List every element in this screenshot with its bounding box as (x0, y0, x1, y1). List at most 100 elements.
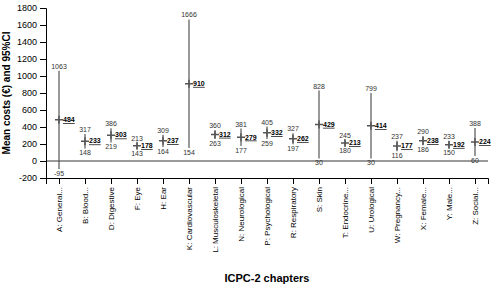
y-axis-line (40, 9, 47, 179)
y-tick: 1600 (17, 20, 46, 30)
x-tick-mark (319, 178, 320, 184)
y-tick-mark (40, 42, 46, 43)
x-tick: H: Ear (159, 178, 168, 210)
y-tick-mark (40, 144, 46, 145)
marks (46, 19, 488, 169)
y-tick-label: 200 (22, 139, 37, 149)
mean-label: 213 (349, 139, 361, 146)
ci-upper-label: 290 (417, 128, 429, 135)
x-tick: S: Skin (315, 178, 324, 212)
ci-lower-label: 60 (471, 157, 479, 164)
mean-marker (211, 130, 219, 138)
mean-marker (55, 116, 63, 124)
x-tick-label: W: Pregnancy... (393, 187, 402, 243)
x-tick: L: Musculoskeletal (211, 178, 220, 253)
ci-upper-label: 1063 (51, 63, 67, 70)
ci-lower-label: 177 (235, 147, 247, 154)
x-tick-mark (59, 178, 60, 184)
mean-marker (393, 142, 401, 150)
y-tick: 1200 (17, 54, 46, 64)
ci-lower-label: 30 (367, 159, 375, 166)
mean-marker (367, 122, 375, 130)
ci-lower-label: -95 (54, 170, 64, 177)
x-tick-label: L: Musculoskeletal (211, 187, 220, 253)
x-tick-label: T: Endocrine... (341, 187, 350, 238)
y-tick-mark (40, 93, 46, 94)
x-tick-label: Y: Male... (445, 187, 454, 220)
y-tick-mark (40, 25, 46, 26)
x-tick-mark (475, 178, 476, 184)
y-tick-label: 800 (22, 88, 37, 98)
x-tick: Y: Male... (445, 178, 454, 220)
mean-label: 233 (89, 137, 101, 144)
ci-lower-label: 180 (339, 147, 351, 154)
x-tick: W: Pregnancy... (393, 178, 402, 243)
x-tick: X: Female... (419, 178, 428, 230)
ci-upper-label: 1666 (181, 11, 197, 18)
x-tick-label: H: Ear (159, 187, 168, 210)
plot: -200 0 200 400 600 800 1000 1200 1400 1600 1800 A: … (1, 3, 491, 284)
x-tick: F: Eye (133, 178, 142, 210)
mean-marker (289, 135, 297, 143)
mean-marker (263, 129, 271, 137)
ci-upper-label: 828 (313, 83, 325, 90)
y-tick-label: 600 (22, 105, 37, 115)
x-tick: K: Cardiovascular (185, 178, 194, 250)
y-tick-label: 1800 (17, 3, 37, 13)
x-tick-mark (137, 178, 138, 184)
mean-marker (419, 137, 427, 145)
mean-label: 279 (245, 134, 257, 141)
x-tick-mark (397, 178, 398, 184)
x-tick-mark (267, 178, 268, 184)
x-tick-label: K: Cardiovascular (185, 187, 194, 250)
y-tick-mark (40, 76, 46, 77)
x-axis-title: ICPC-2 chapters (225, 272, 310, 284)
ci-upper-label: 360 (209, 122, 221, 129)
mean-marker (107, 131, 115, 139)
x-tick-mark (241, 178, 242, 184)
y-tick-label: -200 (19, 173, 37, 183)
ci-upper-label: 213 (131, 135, 143, 142)
ci-lower-label: 30 (315, 159, 323, 166)
x-axis-line (47, 179, 489, 185)
x-tick: D: Digestive (107, 178, 116, 230)
y-tick-label: 1000 (17, 71, 37, 81)
y-tick-mark (40, 59, 46, 60)
x-tick: T: Endocrine... (341, 178, 350, 238)
x-tick: P: Psychological (263, 178, 272, 246)
mean-label: 414 (375, 122, 387, 129)
x-tick-mark (85, 178, 86, 184)
x-tick: A: General... (55, 178, 64, 232)
ci-upper-label: 317 (79, 126, 91, 133)
x-tick: B: Blood... (81, 178, 90, 224)
x-tick-label: F: Eye (133, 186, 142, 210)
ci-lower-label: 263 (209, 140, 221, 147)
ci-upper-label: 405 (261, 119, 273, 126)
chart: -200 0 200 400 600 800 1000 1200 1400 1600 1800 A: … (0, 0, 500, 287)
mean-label: 262 (297, 135, 309, 142)
ci-upper-label: 309 (157, 127, 169, 134)
mean-label: 312 (219, 131, 231, 138)
x-tick-mark (449, 178, 450, 184)
mean-label: 192 (453, 141, 465, 148)
y-tick-mark (40, 161, 46, 162)
mean-label: 332 (271, 129, 283, 136)
mean-label: 177 (401, 142, 413, 149)
y-tick: 1400 (17, 37, 46, 47)
y-tick: 1000 (17, 71, 46, 81)
mean-marker (237, 133, 245, 141)
y-tick: 800 (22, 88, 46, 98)
reference-line (46, 161, 488, 162)
x-tick-mark (163, 178, 164, 184)
y-tick-label: 400 (22, 122, 37, 132)
x-tick-label: X: Female... (419, 187, 428, 230)
y-tick: 0 (32, 156, 46, 166)
ci-lower-label: 148 (79, 149, 91, 156)
x-tick-label: Z: Social... (471, 187, 480, 225)
x-tick-mark (345, 178, 346, 184)
y-tick: 200 (22, 139, 46, 149)
x-tick-label: P: Psychological (263, 187, 272, 246)
ci-upper-label: 799 (365, 85, 377, 92)
ci-lower-label: 197 (287, 145, 299, 152)
ci-lower-label: 143 (131, 150, 143, 157)
